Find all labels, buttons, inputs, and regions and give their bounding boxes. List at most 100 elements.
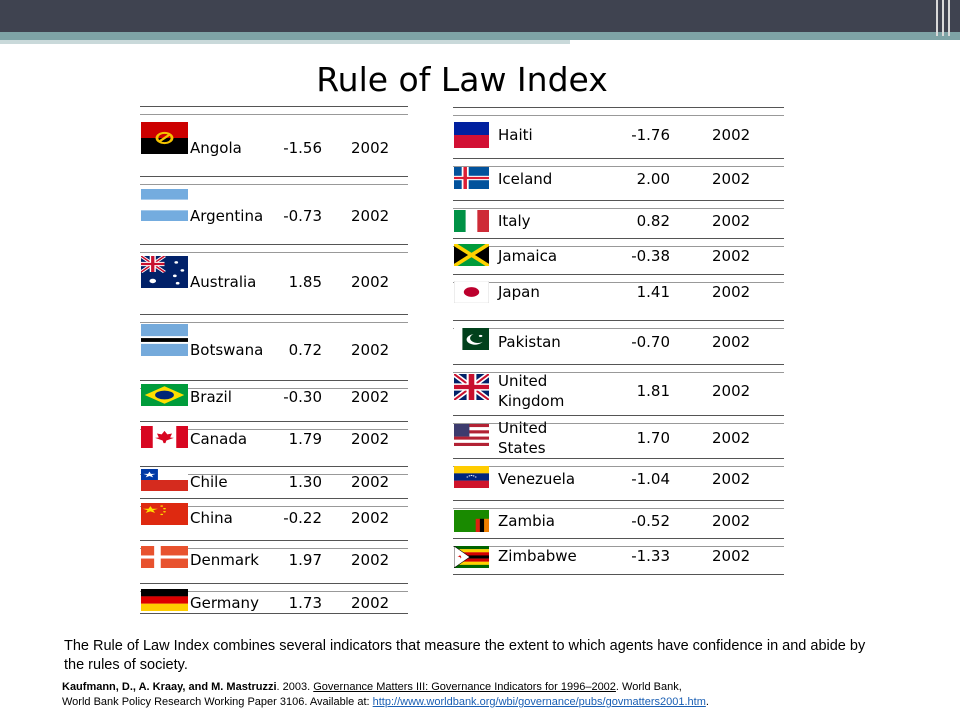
country-name: Pakistan bbox=[498, 333, 561, 351]
index-year: 2002 bbox=[712, 212, 751, 230]
top-accent-band bbox=[0, 32, 960, 40]
index-year: 2002 bbox=[712, 382, 751, 400]
country-name: Venezuela bbox=[498, 470, 576, 488]
row-divider bbox=[140, 540, 408, 541]
row-divider bbox=[453, 328, 784, 329]
row-divider bbox=[453, 500, 784, 501]
country-name-line: States bbox=[498, 439, 546, 457]
index-year: 2002 bbox=[712, 470, 751, 488]
country-name: Brazil bbox=[190, 388, 232, 406]
pakistan-flag bbox=[454, 328, 489, 350]
index-year: 2002 bbox=[351, 551, 390, 569]
country-name-line: Kingdom bbox=[498, 392, 565, 410]
zimbabwe-flag bbox=[453, 545, 489, 569]
row-divider bbox=[140, 583, 408, 584]
index-value: -0.22 bbox=[283, 509, 322, 527]
index-year: 2002 bbox=[712, 283, 751, 301]
country-name-line: United bbox=[498, 419, 548, 437]
corner-decoration bbox=[936, 0, 954, 36]
row-divider bbox=[140, 506, 408, 507]
country-name: Japan bbox=[498, 283, 540, 301]
country-name: Zimbabwe bbox=[498, 547, 577, 565]
table-bottom-rule bbox=[453, 574, 784, 575]
country-name: United Kingdom bbox=[498, 371, 564, 411]
country-name: Australia bbox=[190, 273, 257, 291]
row-divider bbox=[140, 184, 408, 185]
index-value: 1.85 bbox=[288, 273, 322, 291]
row-divider bbox=[453, 158, 784, 159]
row-divider bbox=[453, 115, 784, 116]
country-name: Jamaica bbox=[498, 247, 558, 265]
venezuela-flag bbox=[454, 466, 489, 489]
country-name: Denmark bbox=[190, 551, 259, 569]
page-title: Rule of Law Index bbox=[316, 60, 608, 99]
index-year: 2002 bbox=[712, 170, 751, 188]
row-divider bbox=[453, 423, 784, 424]
row-divider bbox=[453, 274, 784, 275]
denmark-flag bbox=[141, 546, 188, 568]
country-name-line: United bbox=[498, 372, 548, 390]
jamaica-flag bbox=[452, 242, 491, 268]
index-value: 0.72 bbox=[288, 341, 322, 359]
brazil-flag bbox=[141, 384, 188, 406]
index-year: 2002 bbox=[351, 341, 390, 359]
australia-flag bbox=[139, 254, 188, 288]
row-divider bbox=[453, 282, 784, 283]
country-name: Germany bbox=[190, 594, 259, 612]
country-name: Botswana bbox=[190, 341, 264, 359]
row-divider bbox=[453, 415, 784, 416]
united-kingdom-flag bbox=[451, 372, 492, 402]
iceland-flag bbox=[454, 167, 489, 189]
index-value: 2.00 bbox=[636, 170, 670, 188]
row-divider bbox=[140, 176, 408, 177]
index-value: -1.04 bbox=[631, 470, 670, 488]
row-divider bbox=[140, 114, 408, 115]
row-divider bbox=[453, 466, 784, 467]
index-value: 1.41 bbox=[636, 283, 670, 301]
index-year: 2002 bbox=[351, 139, 390, 157]
germany-flag bbox=[141, 589, 188, 612]
index-value: -0.73 bbox=[283, 207, 322, 225]
index-year: 2002 bbox=[351, 509, 390, 527]
row-divider bbox=[140, 591, 408, 592]
country-name: Angola bbox=[190, 139, 242, 157]
index-year: 2002 bbox=[351, 473, 390, 491]
country-name: Zambia bbox=[498, 512, 555, 530]
citation-end: . bbox=[705, 696, 709, 708]
top-banner bbox=[0, 0, 960, 32]
index-year: 2002 bbox=[712, 126, 751, 144]
row-divider bbox=[140, 322, 408, 323]
index-value: -0.38 bbox=[631, 247, 670, 265]
index-year: 2002 bbox=[351, 207, 390, 225]
index-year: 2002 bbox=[712, 512, 751, 530]
citation-title: Governance Matters III: Governance Indic… bbox=[313, 681, 616, 693]
italy-flag bbox=[454, 210, 490, 232]
citation-series: World Bank Policy Research Working Paper… bbox=[62, 696, 373, 708]
row-divider bbox=[453, 364, 784, 365]
united-states-flag bbox=[454, 424, 489, 447]
index-year: 2002 bbox=[351, 273, 390, 291]
haiti-flag bbox=[454, 122, 489, 149]
index-year: 2002 bbox=[351, 594, 390, 612]
row-divider bbox=[453, 546, 784, 547]
description: The Rule of Law Index combines several i… bbox=[64, 638, 866, 673]
citation-authors: Kaufmann, D., A. Kraay, and M. Mastruzzi bbox=[62, 681, 277, 693]
index-value: 0.82 bbox=[636, 212, 670, 230]
country-name: China bbox=[190, 509, 233, 527]
country-name: Argentina bbox=[190, 207, 264, 225]
botswana-flag bbox=[141, 324, 188, 356]
index-value: -1.76 bbox=[631, 126, 670, 144]
row-divider bbox=[140, 252, 408, 253]
row-divider bbox=[140, 466, 408, 467]
table-bottom-rule bbox=[140, 613, 408, 614]
index-value: 1.97 bbox=[288, 551, 322, 569]
row-divider bbox=[453, 508, 784, 509]
row-divider bbox=[453, 200, 784, 201]
zambia-flag bbox=[454, 510, 489, 532]
row-divider bbox=[453, 458, 784, 459]
chile-flag bbox=[141, 469, 188, 491]
index-year: 2002 bbox=[712, 547, 751, 565]
citation-link[interactable]: http://www.worldbank.org/wbi/governance/… bbox=[372, 696, 706, 708]
index-value: -0.30 bbox=[283, 388, 322, 406]
country-name: Haiti bbox=[498, 126, 533, 144]
